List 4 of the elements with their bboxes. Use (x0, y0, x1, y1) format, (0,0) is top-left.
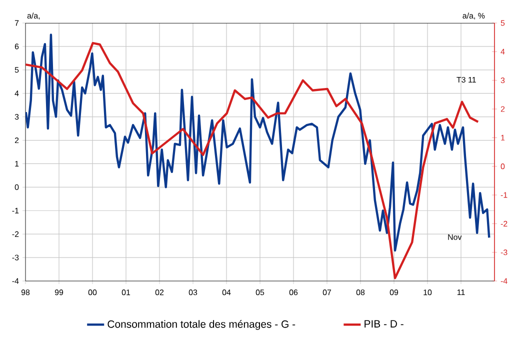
legend-label: Consommation totale des ménages - G - (108, 320, 296, 330)
legend-label: PIB - D - (364, 320, 404, 328)
line-series (26, 42, 480, 280)
line-series (26, 34, 490, 252)
